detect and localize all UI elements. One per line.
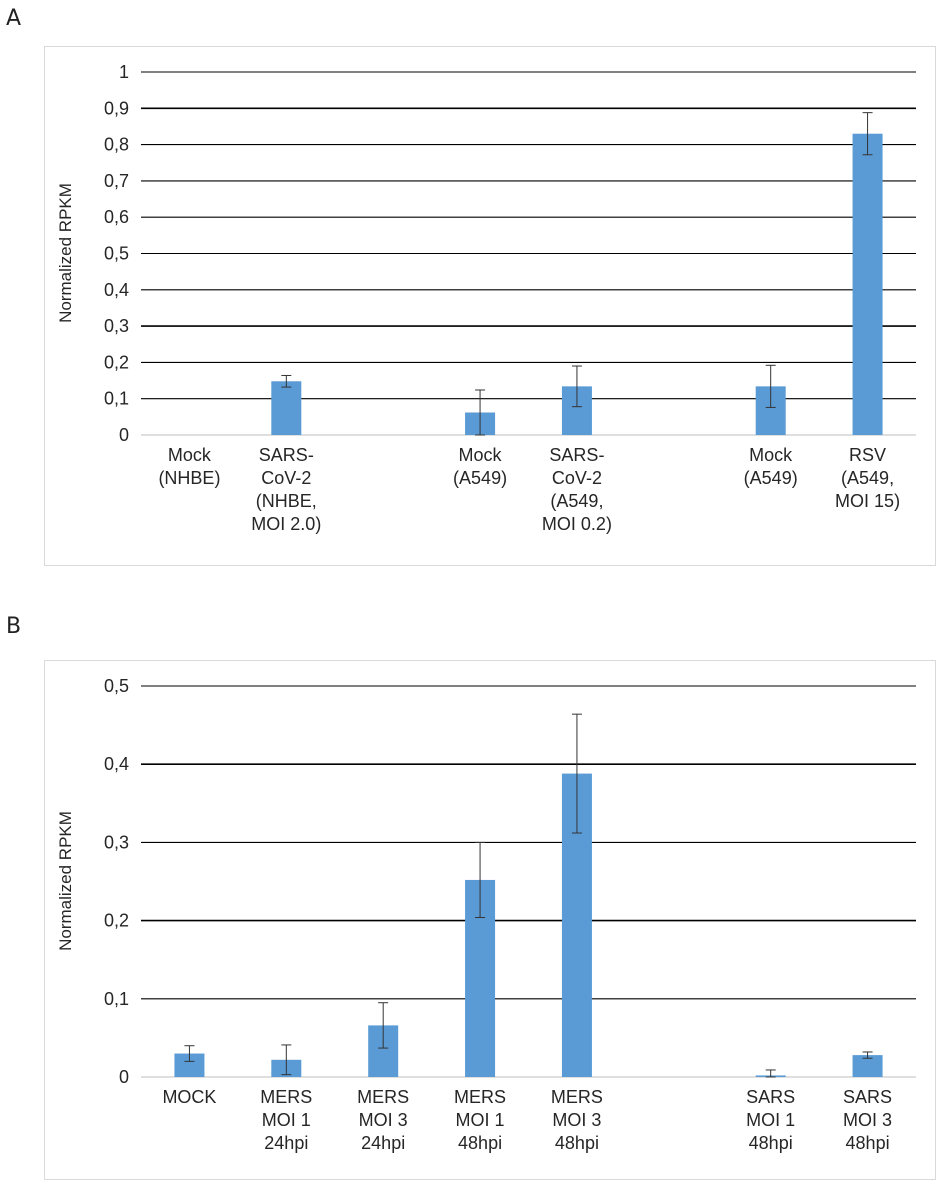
category-label: MOI 2.0) [251,514,321,534]
category-label: 24hpi [361,1133,405,1153]
category-label: MOI 3 [843,1110,892,1130]
category-label: MOI 1 [262,1110,311,1130]
category-label: CoV-2 [261,468,311,488]
bar [174,1053,205,1077]
category-label: 48hpi [846,1133,890,1153]
category-label: Mock [459,445,503,465]
category-label: 24hpi [264,1133,308,1153]
category-label: 48hpi [749,1133,793,1153]
bar [852,1055,883,1077]
panel-letter-b: B [6,614,22,639]
category-label: MERS [260,1087,312,1107]
category-label: MOI 3 [552,1110,601,1130]
category-label: 48hpi [555,1133,599,1153]
panel-letter-a: A [6,6,22,31]
category-label: (A549, [550,491,603,511]
chart-b: 0 0,1 0,2 0,3 0,4 0,5 Normalized RPKM MOCK MERS M… [44,660,936,1180]
category-label: MOI 1 [456,1110,505,1130]
category-label: SARS [843,1087,892,1107]
category-label: (NHBE, [256,491,317,511]
y-tick-label: 0,1 [104,389,129,409]
category-label: SARS- [549,445,604,465]
chart-b-svg: 0 0,1 0,2 0,3 0,4 0,5 Normalized RPKM MOCK MERS M… [56,676,916,1153]
y-tick-label: 0 [119,425,129,445]
category-label: MOCK [162,1087,216,1107]
category-label: Mock [749,445,793,465]
category-label: (NHBE) [158,468,220,488]
y-tick-label: 1 [119,62,129,82]
category-label: SARS- [259,445,314,465]
category-label: 48hpi [458,1133,502,1153]
y-tick-label: 0,6 [104,207,129,227]
y-axis-label: Normalized RPKM [56,183,75,323]
y-tick-label: 0,3 [104,832,129,852]
category-label: (A549) [453,468,507,488]
chart-a-svg: 0 0,1 0,2 0,3 0,4 0,5 0,6 0,7 0,8 0,9 1 Normalized … [56,62,916,534]
category-label: Mock [168,445,212,465]
y-tick-label: 0,2 [104,911,129,931]
category-label: MERS [454,1087,506,1107]
y-axis-label: Normalized RPKM [56,811,75,951]
category-label: (A549, [841,468,894,488]
bar [271,381,302,435]
y-tick-label: 0,5 [104,244,129,264]
category-label: SARS [746,1087,795,1107]
category-label: MOI 1 [746,1110,795,1130]
y-tick-label: 0,4 [104,754,129,774]
category-label: MOI 15) [835,491,900,511]
y-tick-label: 0,7 [104,171,129,191]
category-label: MOI 3 [359,1110,408,1130]
category-label: MERS [357,1087,409,1107]
y-tick-label: 0,3 [104,316,129,336]
y-tick-label: 0,9 [104,98,129,118]
y-tick-label: 0,1 [104,989,129,1009]
chart-a: 0 0,1 0,2 0,3 0,4 0,5 0,6 0,7 0,8 0,9 1 Normalized … [44,46,936,566]
y-tick-label: 0,2 [104,352,129,372]
category-label: (A549) [744,468,798,488]
category-label: CoV-2 [552,468,602,488]
bar [852,133,883,435]
category-label: MERS [551,1087,603,1107]
category-label: RSV [849,445,886,465]
y-tick-label: 0,4 [104,280,129,300]
category-label: MOI 0.2) [542,514,612,534]
y-tick-label: 0 [119,1067,129,1087]
y-tick-label: 0,8 [104,135,129,155]
y-tick-label: 0,5 [104,676,129,696]
